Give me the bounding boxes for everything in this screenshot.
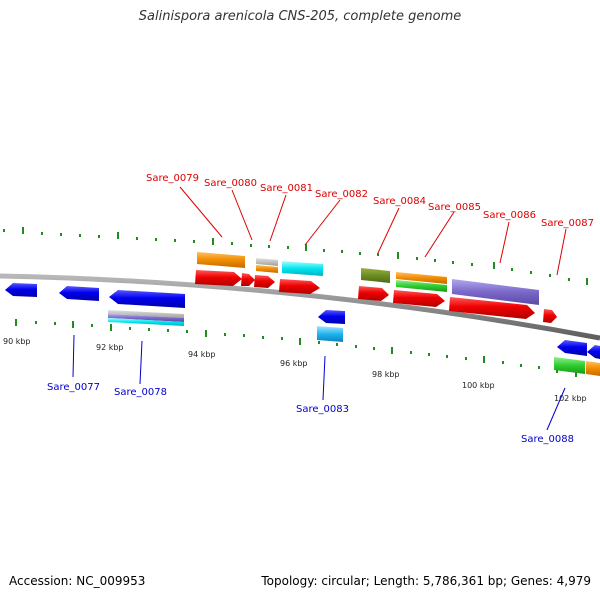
domain-sare-0088-orange [586, 361, 600, 376]
gene-arrow-sare-0087[interactable] [543, 309, 557, 323]
scale-label-96: 96 kbp [280, 359, 308, 368]
gene-label-sare-0082[interactable]: Sare_0082 [315, 189, 368, 200]
gene-label-sare-0088[interactable]: Sare_0088 [521, 434, 574, 445]
domain-sare-0080-gray [256, 258, 278, 266]
genome-backbone [0, 273, 600, 341]
domain-sare-0080-orange [256, 265, 278, 273]
gene-label-sare-0085[interactable]: Sare_0085 [428, 202, 481, 213]
reverse-label-lines [72, 334, 566, 431]
scale-label-100: 100 kbp [462, 381, 495, 390]
gene-label-sare-0087[interactable]: Sare_0087 [541, 218, 594, 229]
scale-label-94: 94 kbp [188, 350, 216, 359]
gene-arrow-sare-0088[interactable] [557, 340, 587, 356]
gene-label-sare-0077[interactable]: Sare_0077 [47, 382, 100, 393]
domain-sare-0079 [197, 252, 245, 268]
gene-label-sare-0081[interactable]: Sare_0081 [260, 183, 313, 194]
scale-label-90: 90 kbp [3, 337, 31, 346]
gene-label-sare-0080[interactable]: Sare_0080 [204, 178, 257, 189]
domain-sare-0082 [282, 261, 323, 276]
gene-arrow-sare-0077[interactable] [59, 286, 99, 301]
gene-arrow-sare-0084[interactable] [358, 286, 389, 301]
gene-arrow-sare-0080[interactable] [241, 273, 255, 286]
genome-stats-text: Topology: circular; Length: 5,786,361 bp… [261, 574, 591, 588]
gene-label-sare-0078[interactable]: Sare_0078 [114, 387, 167, 398]
reverse-domain-track [108, 310, 600, 376]
scale-label-98: 98 kbp [372, 370, 400, 379]
domain-sare-0088-green [554, 357, 585, 374]
forward-domain-track [197, 252, 539, 305]
gene-arrow-sare-0079[interactable] [195, 270, 242, 286]
domain-sare-0086 [452, 279, 539, 305]
gene-arrow-sare-0082[interactable] [279, 279, 320, 294]
domain-sare-0078-gray [108, 310, 184, 318]
gene-label-sare-0084[interactable]: Sare_0084 [373, 196, 426, 207]
domain-sare-0085-orange [396, 272, 447, 284]
gene-label-sare-0079[interactable]: Sare_0079 [146, 173, 199, 184]
domain-sare-0078-purple [108, 314, 184, 322]
reverse-gene-track [5, 283, 600, 359]
gene-arrow-sare-0081[interactable] [254, 275, 275, 288]
forward-label-lines [179, 186, 567, 276]
gene-arrow-sare-0083[interactable] [318, 310, 345, 324]
gene-arrow-sare-0085[interactable] [393, 290, 445, 307]
tick-marks-upper [3, 227, 588, 285]
domain-sare-0085-green [396, 280, 447, 292]
accession-text: Accession: NC_009953 [9, 574, 146, 588]
gene-arrow-sare-0078[interactable] [109, 290, 185, 308]
tick-marks-lower [15, 319, 577, 377]
domain-sare-0083 [317, 326, 343, 342]
gene-label-sare-0083[interactable]: Sare_0083 [296, 404, 349, 415]
gene-label-sare-0086[interactable]: Sare_0086 [483, 210, 536, 221]
gene-arrow-sare-0086[interactable] [449, 297, 535, 319]
gene-arrow-reverse-right[interactable] [587, 345, 600, 359]
scale-label-92: 92 kbp [96, 343, 124, 352]
domain-sare-0078-teal [108, 318, 184, 326]
forward-gene-track [195, 270, 557, 323]
gene-arrow-reverse-left[interactable] [5, 283, 37, 297]
scale-label-102: 102 kbp [554, 394, 587, 403]
map-title: Salinispora arenicola CNS-205, complete … [138, 9, 462, 24]
domain-sare-0084 [361, 268, 390, 283]
